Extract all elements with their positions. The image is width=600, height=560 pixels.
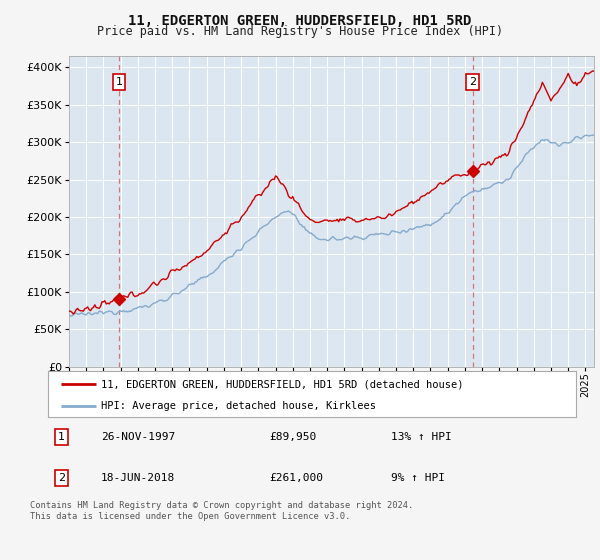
Text: 18-JUN-2018: 18-JUN-2018 xyxy=(101,473,175,483)
Text: 13% ↑ HPI: 13% ↑ HPI xyxy=(391,432,452,442)
Text: Price paid vs. HM Land Registry's House Price Index (HPI): Price paid vs. HM Land Registry's House … xyxy=(97,25,503,38)
Text: 11, EDGERTON GREEN, HUDDERSFIELD, HD1 5RD (detached house): 11, EDGERTON GREEN, HUDDERSFIELD, HD1 5R… xyxy=(101,379,463,389)
Text: 11, EDGERTON GREEN, HUDDERSFIELD, HD1 5RD: 11, EDGERTON GREEN, HUDDERSFIELD, HD1 5R… xyxy=(128,14,472,28)
Text: 2: 2 xyxy=(58,473,65,483)
Text: 26-NOV-1997: 26-NOV-1997 xyxy=(101,432,175,442)
Text: 2: 2 xyxy=(469,77,476,87)
Text: 9% ↑ HPI: 9% ↑ HPI xyxy=(391,473,445,483)
Text: 1: 1 xyxy=(116,77,123,87)
Text: HPI: Average price, detached house, Kirklees: HPI: Average price, detached house, Kirk… xyxy=(101,401,376,410)
Text: £261,000: £261,000 xyxy=(270,473,324,483)
Text: Contains HM Land Registry data © Crown copyright and database right 2024.
This d: Contains HM Land Registry data © Crown c… xyxy=(30,501,413,521)
Text: 1: 1 xyxy=(58,432,65,442)
Text: £89,950: £89,950 xyxy=(270,432,317,442)
